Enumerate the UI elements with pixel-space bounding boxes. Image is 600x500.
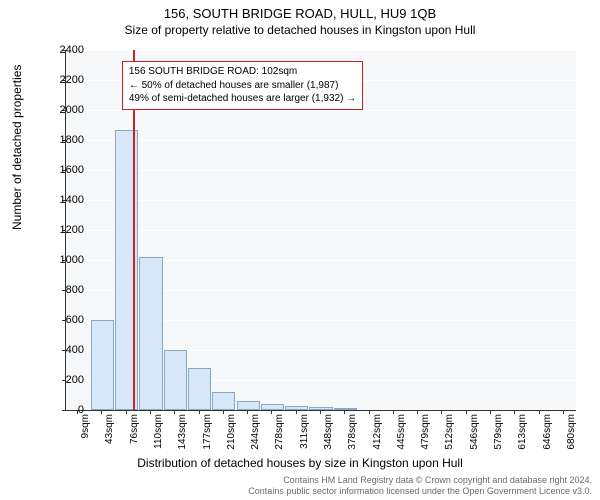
xtick-mark	[393, 410, 394, 414]
xtick-label: 244sqm	[250, 414, 261, 450]
histogram-bar	[285, 406, 308, 411]
xtick-mark	[150, 410, 151, 414]
footer-line-2: Contains public sector information licen…	[248, 486, 592, 497]
chart-subtitle: Size of property relative to detached ho…	[0, 21, 600, 37]
xtick-label: 546sqm	[469, 414, 480, 450]
legend-line2: ← 50% of detached houses are smaller (1,…	[129, 79, 356, 93]
xtick-label: 210sqm	[226, 414, 237, 450]
xtick-mark	[539, 410, 540, 414]
xtick-mark	[514, 410, 515, 414]
legend-box: 156 SOUTH BRIDGE ROAD: 102sqm← 50% of de…	[122, 61, 363, 110]
legend-line3: 49% of semi-detached houses are larger (…	[129, 92, 356, 106]
plot-region: 156 SOUTH BRIDGE ROAD: 102sqm← 50% of de…	[65, 50, 576, 411]
xtick-label: 512sqm	[444, 414, 455, 450]
chart-title: 156, SOUTH BRIDGE ROAD, HULL, HU9 1QB	[0, 0, 600, 21]
ytick-label: 1400	[44, 194, 84, 206]
histogram-bar	[212, 392, 235, 410]
gridline	[66, 170, 576, 171]
ytick-label: 800	[44, 284, 84, 296]
xtick-label: 311sqm	[299, 414, 310, 449]
ytick-label: 2400	[44, 44, 84, 56]
histogram-bar	[139, 257, 162, 410]
xtick-mark	[344, 410, 345, 414]
ytick-label: 2200	[44, 74, 84, 86]
gridline	[66, 230, 576, 231]
xtick-mark	[174, 410, 175, 414]
legend-line1: 156 SOUTH BRIDGE ROAD: 102sqm	[129, 65, 356, 79]
histogram-bar	[91, 320, 114, 410]
xtick-label: 646sqm	[542, 414, 553, 450]
xtick-mark	[101, 410, 102, 414]
xtick-mark	[441, 410, 442, 414]
gridline	[66, 50, 576, 51]
ytick-label: 200	[44, 374, 84, 386]
xtick-label: 479sqm	[420, 414, 431, 450]
x-axis-label: Distribution of detached houses by size …	[0, 456, 600, 470]
xtick-label: 177sqm	[202, 414, 213, 450]
gridline	[66, 110, 576, 111]
ytick-label: 0	[44, 404, 84, 416]
xtick-label: 348sqm	[323, 414, 334, 450]
xtick-mark	[320, 410, 321, 414]
xtick-label: 9sqm	[80, 414, 91, 438]
ytick-label: 2000	[44, 104, 84, 116]
footer-attribution: Contains HM Land Registry data © Crown c…	[248, 475, 592, 498]
xtick-label: 680sqm	[566, 414, 577, 450]
footer-line-1: Contains HM Land Registry data © Crown c…	[248, 475, 592, 486]
ytick-label: 1000	[44, 254, 84, 266]
xtick-label: 613sqm	[517, 414, 528, 450]
xtick-label: 412sqm	[372, 414, 383, 450]
xtick-mark	[466, 410, 467, 414]
ytick-label: 1600	[44, 164, 84, 176]
xtick-mark	[126, 410, 127, 414]
xtick-label: 43sqm	[104, 414, 115, 444]
xtick-mark	[417, 410, 418, 414]
xtick-mark	[247, 410, 248, 414]
histogram-bar	[164, 350, 187, 410]
gridline	[66, 140, 576, 141]
xtick-mark	[296, 410, 297, 414]
histogram-bar	[237, 401, 260, 410]
xtick-label: 445sqm	[396, 414, 407, 450]
histogram-bar	[261, 404, 284, 410]
histogram-bar	[188, 368, 211, 410]
ytick-label: 400	[44, 344, 84, 356]
xtick-label: 579sqm	[493, 414, 504, 450]
xtick-label: 378sqm	[347, 414, 358, 450]
xtick-label: 278sqm	[274, 414, 285, 450]
xtick-mark	[563, 410, 564, 414]
xtick-label: 110sqm	[153, 414, 164, 449]
xtick-label: 76sqm	[129, 414, 140, 444]
xtick-label: 143sqm	[177, 414, 188, 450]
xtick-mark	[490, 410, 491, 414]
gridline	[66, 200, 576, 201]
chart-container: 156, SOUTH BRIDGE ROAD, HULL, HU9 1QB Si…	[0, 0, 600, 500]
ytick-label: 1800	[44, 134, 84, 146]
chart-area: 156 SOUTH BRIDGE ROAD: 102sqm← 50% of de…	[65, 50, 575, 410]
ytick-label: 600	[44, 314, 84, 326]
xtick-mark	[271, 410, 272, 414]
histogram-bar	[334, 408, 357, 410]
xtick-mark	[369, 410, 370, 414]
xtick-mark	[223, 410, 224, 414]
y-axis-label: Number of detached properties	[10, 65, 24, 230]
xtick-mark	[199, 410, 200, 414]
ytick-label: 1200	[44, 224, 84, 236]
